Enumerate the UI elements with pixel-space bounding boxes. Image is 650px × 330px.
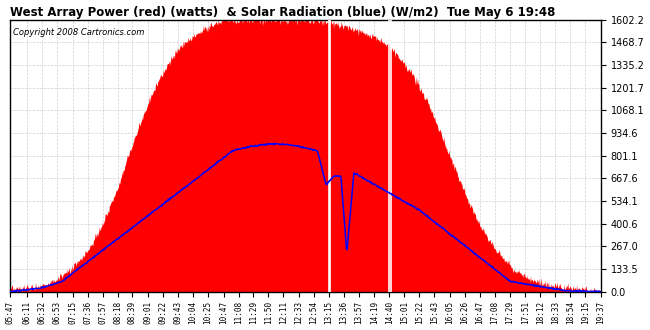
Text: West Array Power (red) (watts)  & Solar Radiation (blue) (W/m2)  Tue May 6 19:48: West Array Power (red) (watts) & Solar R… [10,6,556,18]
Text: Copyright 2008 Cartronics.com: Copyright 2008 Cartronics.com [13,28,144,37]
